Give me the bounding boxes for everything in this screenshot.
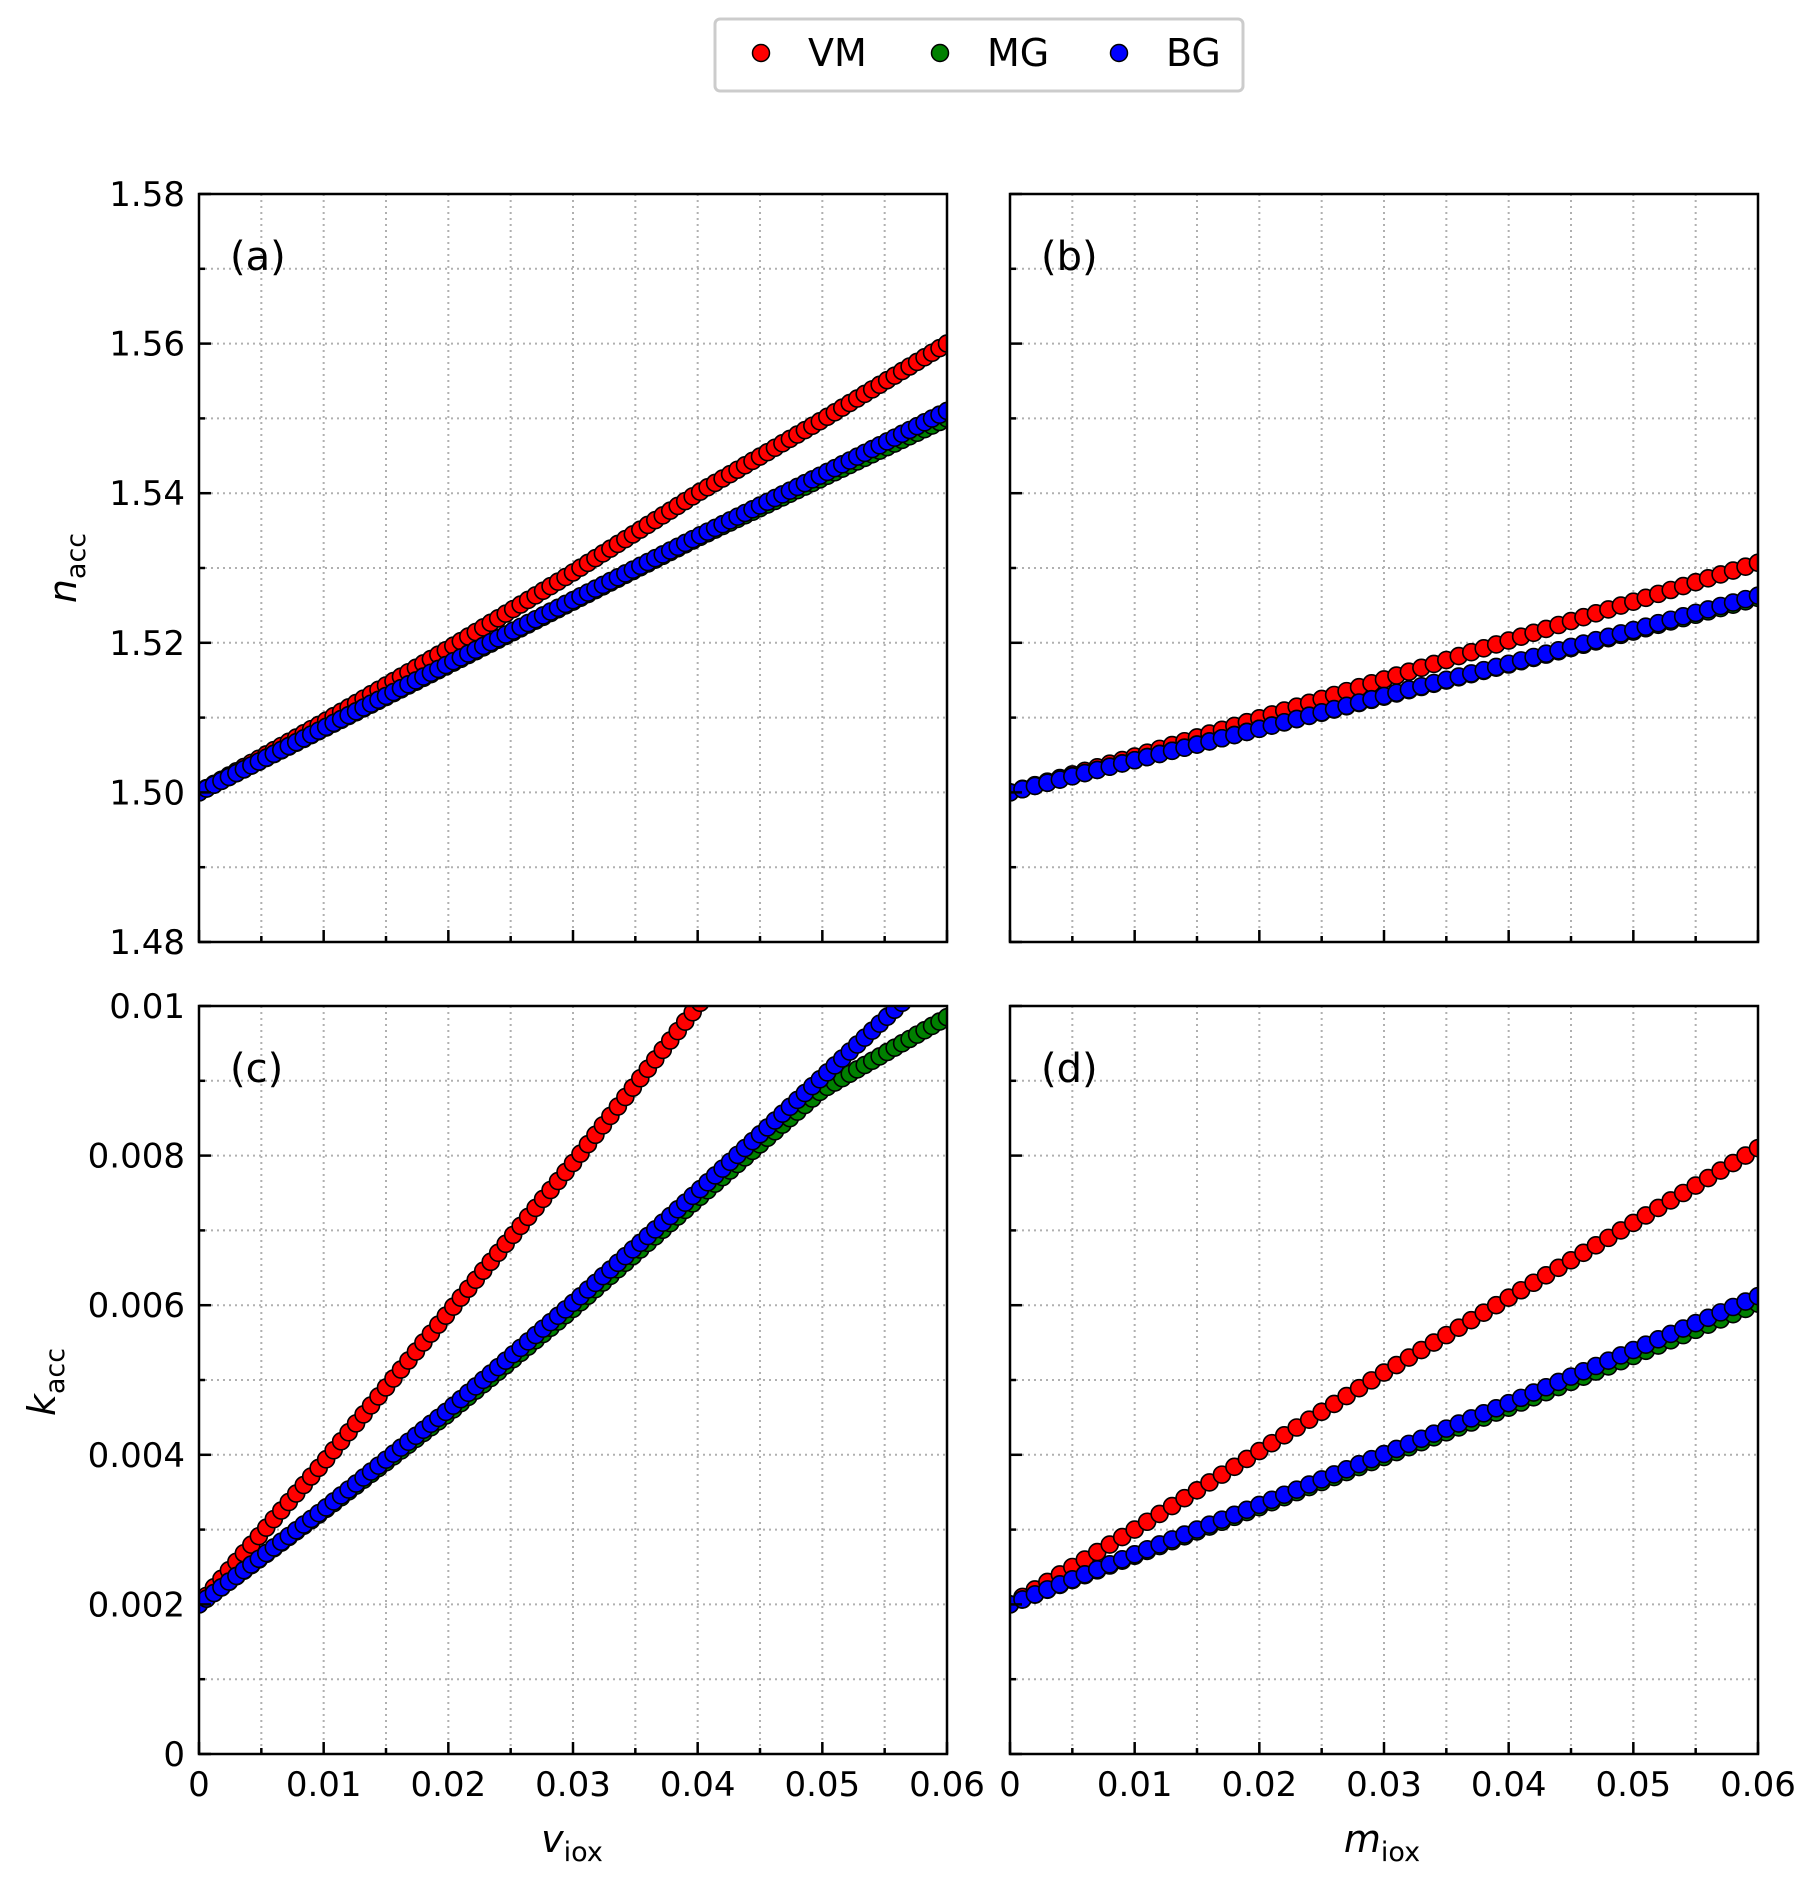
legend-label-bg: BG: [1166, 31, 1221, 75]
y-tick-label: 0.002: [88, 1585, 185, 1625]
y-tick-label: 0.01: [109, 987, 185, 1027]
axes-frame: [1008, 192, 1760, 944]
x-tick-label: 0.02: [410, 1765, 486, 1805]
legend-marker-bg: [1109, 43, 1129, 63]
y-axis-label-bottom-main: k: [20, 1392, 64, 1416]
y-tick-label: 0: [163, 1735, 185, 1775]
y-axis-label-top: nacc: [41, 533, 92, 603]
legend-frame: [713, 17, 1245, 93]
x-tick-label: 0.05: [784, 1765, 860, 1805]
legend-label-vm: VM: [808, 31, 867, 75]
y-tick-label: 1.54: [109, 474, 185, 514]
panel-d: 0 0.01 0.02 0.03 0.04 0.05 0.06 (d): [999, 1004, 1796, 1805]
data-point-vm: [937, 334, 947, 353]
legend-entry-mg: MG: [930, 31, 1049, 75]
y-tick-label: 1.50: [109, 773, 185, 813]
legend-entry-vm: VM: [751, 31, 867, 75]
x-axis-label-left-sub: iox: [564, 1837, 603, 1868]
legend: VM MG BG: [713, 17, 1245, 93]
legend-label-mg: MG: [987, 31, 1049, 75]
data-point-bg: [893, 1006, 911, 1013]
data-point-bg: [937, 401, 947, 421]
axes-frame: [1008, 1004, 1760, 1756]
data-point-mg: [937, 1007, 947, 1027]
series-bg: [1010, 586, 1758, 802]
y-axis-label-bottom-sub: acc: [40, 1348, 71, 1394]
data-points: [1010, 553, 1758, 802]
series-bg: [199, 401, 947, 802]
data-point-vm: [1748, 553, 1758, 573]
data-point-vm: [1748, 1138, 1758, 1158]
data-points: [199, 334, 947, 802]
x-tick-label: 0.06: [909, 1765, 985, 1805]
y-tick-label: 0.006: [88, 1286, 185, 1326]
x-tick-label: 0: [999, 1765, 1021, 1805]
x-tick-label: 0: [188, 1765, 210, 1805]
data-points: [1010, 1138, 1758, 1614]
y-axis-label-bottom: kacc: [20, 1348, 71, 1416]
y-tick-label: 1.52: [109, 624, 185, 664]
y-tick-label: 1.56: [109, 325, 185, 365]
legend-marker-vm: [751, 43, 771, 63]
x-axis-label-left: viox: [541, 1817, 603, 1868]
y-tick-label: 1.58: [109, 175, 185, 215]
x-axis-label-right: miox: [1344, 1817, 1420, 1868]
y-tick-label: 1.48: [109, 923, 185, 963]
x-tick-label: 0.05: [1595, 1765, 1671, 1805]
data-point-vm: [691, 1006, 709, 1013]
panel-label: (d): [1041, 1046, 1098, 1092]
panel-label: (b): [1041, 234, 1098, 280]
panel-label: (a): [230, 234, 286, 280]
y-axis-label-top-main: n: [41, 579, 85, 603]
panel-a: 1.48 1.50 1.52 1.54 1.56 1.58 (a): [109, 175, 949, 963]
data-point-bg: [1748, 1286, 1758, 1306]
x-tick-label: 0.04: [1471, 1765, 1547, 1805]
legend-entry-bg: BG: [1109, 31, 1221, 75]
y-axis-label-top-sub: acc: [61, 533, 92, 579]
axes-frame: [197, 192, 949, 944]
x-tick-label: 0.04: [660, 1765, 736, 1805]
x-axis-label-left-main: v: [541, 1817, 564, 1861]
x-tick-label: 0.01: [1097, 1765, 1173, 1805]
x-tick-label: 0.01: [286, 1765, 362, 1805]
x-tick-label: 0.06: [1720, 1765, 1796, 1805]
x-axis-label-right-sub: iox: [1381, 1837, 1420, 1868]
panel-c: 0 0.01 0.02 0.03 0.04 0.05 0.06 0 0.002 0.004 0.00…: [88, 987, 985, 1805]
y-tick-label: 0.004: [88, 1436, 185, 1476]
panel-label: (c): [230, 1046, 283, 1092]
x-axis-label-right-main: m: [1344, 1817, 1381, 1861]
axes-frame: [197, 1004, 949, 1756]
panel-b: (b): [1008, 192, 1760, 944]
y-tick-label: 0.008: [88, 1137, 185, 1177]
data-point-bg: [1748, 586, 1758, 605]
series-bg: [1010, 1286, 1758, 1614]
series-bg: [199, 1006, 911, 1614]
x-tick-label: 0.02: [1221, 1765, 1297, 1805]
x-tick-label: 0.03: [1346, 1765, 1422, 1805]
legend-marker-mg: [930, 43, 950, 63]
x-tick-label: 0.03: [535, 1765, 611, 1805]
